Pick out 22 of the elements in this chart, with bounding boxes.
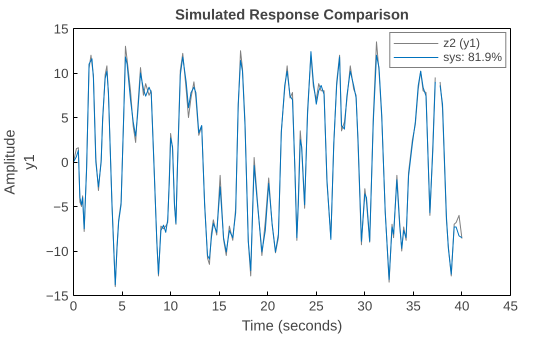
y-tick-label: 0 — [61, 155, 69, 170]
text: Amplitude — [2, 129, 18, 195]
x-axis-title: Time (seconds) — [242, 318, 342, 334]
x-tick-label: 10 — [163, 298, 178, 314]
y-tick-label: −5 — [53, 200, 69, 214]
y-tick-label: 15 — [54, 22, 69, 36]
x-tick-label: 40 — [454, 298, 470, 314]
y-tick-label: −15 — [46, 288, 68, 304]
y-tick-label: 10 — [54, 66, 69, 81]
x-tick-label: 25 — [308, 298, 324, 314]
legend-label: sys: 81.9% — [443, 50, 502, 64]
y-axis-title: y1 — [22, 154, 38, 170]
chart-title: Simulated Response Comparison — [175, 8, 409, 24]
y-tick-label: −10 — [46, 244, 68, 259]
x-tick-label: 20 — [260, 298, 276, 314]
legend-label: z2 (y1) — [443, 36, 480, 50]
x-tick-label: 15 — [212, 298, 227, 314]
x-tick-label: 45 — [503, 298, 518, 314]
x-tick-label: 5 — [118, 298, 126, 314]
x-tick-label: 35 — [406, 298, 421, 314]
x-tick-label: 30 — [357, 298, 372, 314]
y-tick-label: 5 — [61, 110, 69, 126]
